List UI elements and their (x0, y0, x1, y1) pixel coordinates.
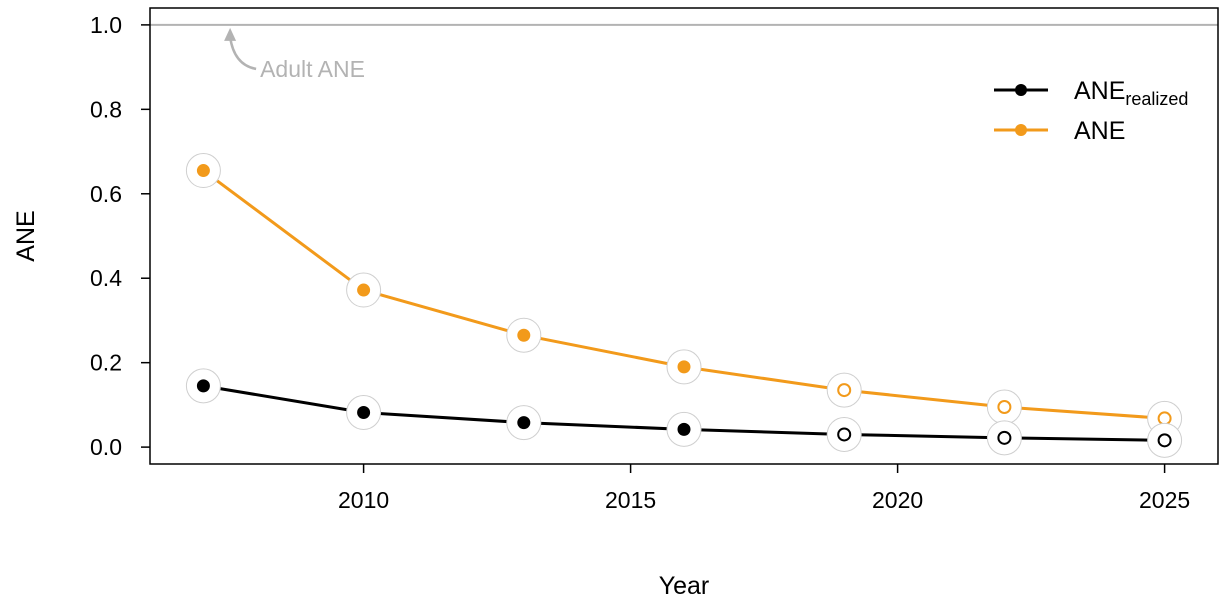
data-point (357, 405, 371, 419)
plot-frame (149, 7, 1219, 465)
y-axis-title: ANE (12, 210, 40, 261)
x-axis-title: Year (659, 572, 710, 600)
legend-label: ANE (1074, 117, 1125, 145)
adult-ane-arrow (228, 36, 257, 71)
x-axis: 2010 2015 2020 2025 (338, 464, 1190, 513)
y-axis: 0.0 0.2 0.4 0.6 0.8 1.0 (90, 12, 150, 460)
data-point-projected (1157, 433, 1172, 448)
data-point (677, 422, 691, 436)
legend-item: ANErealized (994, 77, 1188, 109)
adult-ane-label: Adult ANE (260, 56, 365, 82)
series-ane-realized (185, 368, 1183, 458)
legend: ANErealized ANE (994, 77, 1188, 145)
y-tick-label: 0.8 (90, 96, 122, 122)
data-point (357, 283, 371, 297)
x-tick-label: 2020 (872, 487, 923, 513)
x-tick-label: 2025 (1139, 487, 1190, 513)
data-point (517, 416, 531, 430)
data-point (196, 379, 210, 393)
legend-marker (1015, 84, 1027, 96)
series-layer (185, 153, 1183, 458)
legend-marker (1015, 124, 1027, 136)
y-tick-label: 0.4 (90, 265, 122, 291)
data-point (517, 328, 531, 342)
legend-label-subscript: realized (1125, 89, 1188, 109)
series-ane (185, 153, 1183, 436)
y-tick-label: 1.0 (90, 12, 122, 38)
data-point-projected (997, 400, 1012, 414)
x-tick-label: 2010 (338, 487, 389, 513)
data-point-projected (837, 427, 852, 442)
legend-item: ANE (994, 117, 1125, 145)
x-tick-label: 2015 (605, 487, 656, 513)
data-point-projected (837, 383, 852, 398)
reference-line-group: Adult ANE (150, 23, 1218, 82)
legend-label: ANErealized (1074, 77, 1188, 109)
data-point (196, 164, 210, 178)
data-point (677, 360, 691, 374)
adult-ane-arrowhead (224, 27, 237, 41)
y-tick-label: 0.6 (90, 181, 122, 207)
data-point-projected (1157, 411, 1172, 426)
y-tick-label: 0.0 (90, 434, 122, 460)
y-tick-label: 0.2 (90, 350, 122, 376)
data-point-projected (997, 430, 1012, 445)
